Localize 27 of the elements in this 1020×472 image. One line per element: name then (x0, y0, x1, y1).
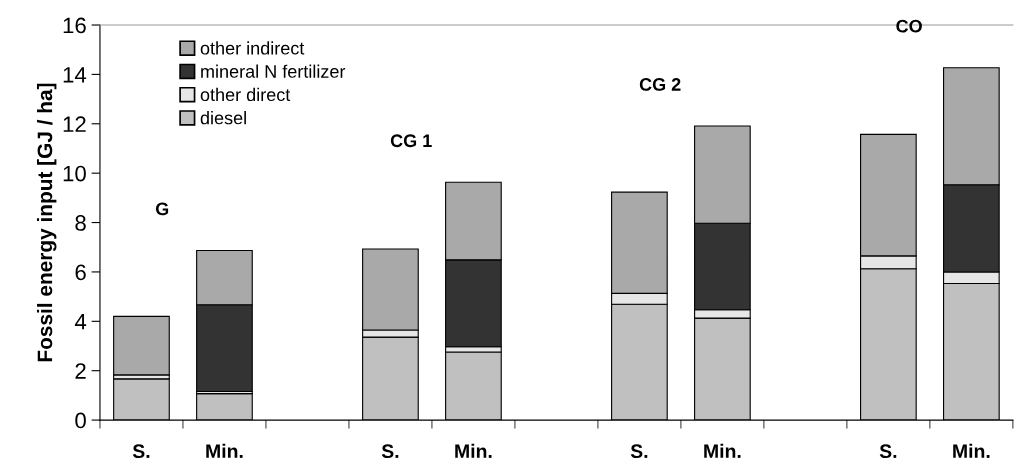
legend-label: other indirect (200, 41, 305, 55)
y-tick-label: 16 (63, 17, 86, 34)
x-tick-label: S. (381, 444, 399, 459)
legend-label: diesel (200, 111, 246, 125)
y-tick-label: 4 (74, 314, 87, 330)
annotation: CG 2 (639, 78, 681, 91)
legend-label: other direct (200, 87, 291, 102)
y-tick-label: 2 (75, 363, 86, 379)
y-tick-label: 8 (75, 215, 86, 231)
x-tick-label: Min. (953, 443, 990, 458)
annotation: CG 1 (390, 134, 432, 148)
y-axis-title: Fossil energy input [GJ / ha] (36, 83, 57, 362)
x-tick-label: Min. (704, 443, 741, 458)
annotation: G (155, 202, 169, 216)
x-tick-label: Min. (455, 443, 492, 458)
annotation: CO (896, 19, 922, 33)
x-tick-label: S. (630, 444, 648, 459)
y-tick-label: 0 (75, 412, 86, 429)
x-tick-label: S. (879, 444, 897, 459)
x-tick-label: Min. (206, 443, 243, 458)
bar (113, 315, 170, 376)
x-tick-label: S. (132, 444, 150, 459)
legend-label: mineral N fertilizer (201, 64, 346, 78)
y-tick-label: 12 (63, 116, 86, 132)
y-tick-label: 6 (75, 264, 86, 281)
y-tick-label: 10 (63, 165, 86, 182)
y-tick-label: 14 (63, 67, 87, 83)
